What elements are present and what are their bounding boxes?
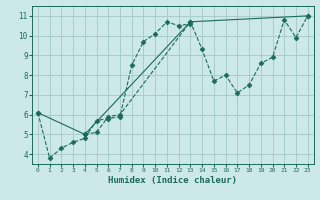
X-axis label: Humidex (Indice chaleur): Humidex (Indice chaleur) <box>108 176 237 185</box>
